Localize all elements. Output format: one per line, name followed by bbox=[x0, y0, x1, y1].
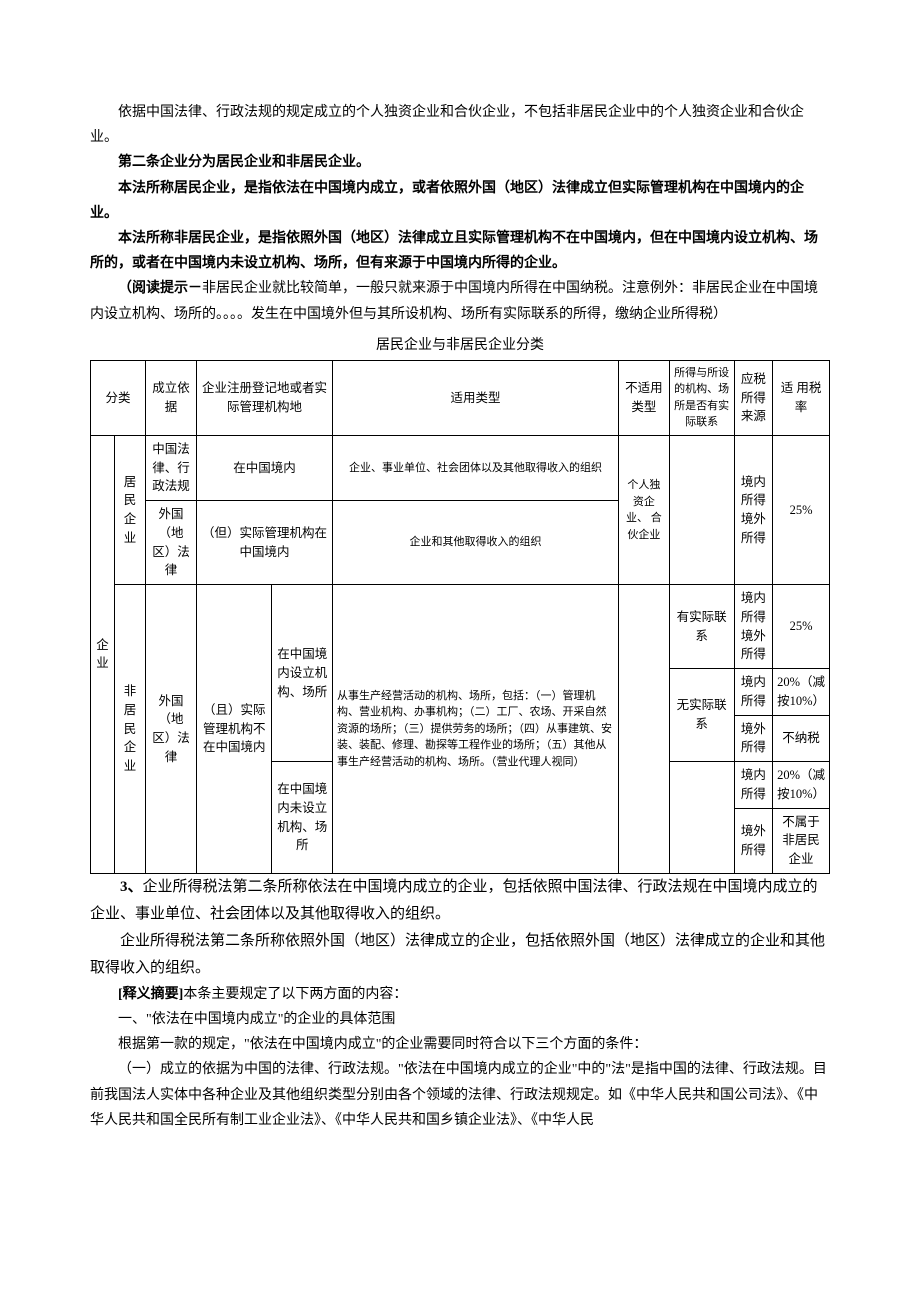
paragraph-1: 依据中国法律、行政法规的规定成立的个人独资企业和合伙企业，不包括非居民企业中的个… bbox=[90, 100, 830, 150]
th-tax-rate: 适 用税率 bbox=[773, 360, 830, 435]
cell-notype: 个人独资企业、 合伙企业 bbox=[619, 435, 670, 584]
cell-src1: 境内所得境外所得 bbox=[734, 435, 772, 584]
cell-establishment-has: 在中国境内设立机构、场所 bbox=[272, 585, 333, 762]
th-registration: 企业注册登记地或者实际管理机构地 bbox=[196, 360, 332, 435]
paragraph-11: （一）成立的依据为中国的法律、行政法规。"依法在中国境内成立的企业"中的"法"是… bbox=[90, 1057, 830, 1133]
cell-nonresident: 非居民企业 bbox=[114, 585, 145, 874]
th-apply-type: 适用类型 bbox=[332, 360, 618, 435]
cell-rate20-2: 20%（减按10%） bbox=[773, 762, 830, 809]
cell-basis-foreign1: 外国（地区）法律 bbox=[146, 501, 197, 585]
cell-src2: 境内所得境外所得 bbox=[734, 585, 772, 669]
reading-tip-label: （阅读提示－ bbox=[118, 281, 202, 296]
paragraph-6-body: 企业所得税法第二条所称依法在中国境内成立的企业，包括依照中国法律、行政法规在中国… bbox=[90, 879, 818, 922]
item-number-3: 3、 bbox=[120, 879, 143, 895]
th-category: 分类 bbox=[91, 360, 146, 435]
th-relation: 所得与所设的机构、场所是否有实际联系 bbox=[669, 360, 734, 435]
paragraph-6: 3、企业所得税法第二条所称依法在中国境内成立的企业，包括依照中国法律、行政法规在… bbox=[90, 874, 830, 928]
cell-rate-notax: 不纳税 bbox=[773, 715, 830, 762]
paragraph-5: （阅读提示－非居民企业就比较简单，一般只就来源于中国境内所得在中国纳税。注意例外… bbox=[90, 276, 830, 326]
th-notapply-type: 不适用类型 bbox=[619, 360, 670, 435]
classification-table: 分类 成立依据 企业注册登记地或者实际管理机构地 适用类型 不适用类型 所得与所… bbox=[90, 360, 830, 874]
cell-rate20-1: 20%（减按10%） bbox=[773, 669, 830, 716]
cell-type1: 企业、事业单位、社会团体以及其他取得收入的组织 bbox=[332, 435, 618, 500]
th-income-source: 应税所得来源 bbox=[734, 360, 772, 435]
cell-rate25-2: 25% bbox=[773, 585, 830, 669]
cell-resident: 居民企业 bbox=[114, 435, 145, 584]
cell-src4: 境外所得 bbox=[734, 715, 772, 762]
table-title: 居民企业与非居民企业分类 bbox=[90, 333, 830, 358]
cell-relation-blank1 bbox=[669, 435, 734, 584]
cell-type2: 企业和其他取得收入的组织 bbox=[332, 501, 618, 585]
paragraph-8-body: 本条主要规定了以下两方面的内容： bbox=[183, 987, 407, 1002]
paragraph-2-heading: 第二条企业分为居民企业和非居民企业。 bbox=[90, 150, 830, 175]
paragraph-7: 企业所得税法第二条所称依照外国（地区）法律成立的企业，包括依照外国（地区）法律成… bbox=[90, 928, 830, 982]
cell-src6: 境外所得 bbox=[734, 808, 772, 873]
cell-type3: 从事生产经营活动的机构、场所，包括：（一）管理机构、营业机构、办事机构；（二）工… bbox=[332, 585, 618, 874]
paragraph-8: [释义摘要]本条主要规定了以下两方面的内容： bbox=[90, 982, 830, 1007]
cell-basis-cnlaw: 中国法律、行政法规 bbox=[146, 435, 197, 500]
paragraph-9: 一、"依法在中国境内成立"的企业的具体范围 bbox=[90, 1007, 830, 1032]
cell-establishment-none: 在中国境内未设立机构、场所 bbox=[272, 762, 333, 874]
cell-reg-mgmt-notinchina: （且）实际管理机构不在中国境内 bbox=[196, 585, 271, 874]
cell-rate-notbelong: 不属于非居民企业 bbox=[773, 808, 830, 873]
cell-enterprise: 企业 bbox=[91, 435, 115, 873]
paragraph-10: 根据第一款的规定，"依法在中国境内成立"的企业需要同时符合以下三个方面的条件： bbox=[90, 1032, 830, 1057]
cell-reg-inchina: 在中国境内 bbox=[196, 435, 332, 500]
cell-relation-actual: 有实际联系 bbox=[669, 585, 734, 669]
definition-label: [释义摘要] bbox=[118, 987, 183, 1002]
cell-src5: 境内所得 bbox=[734, 762, 772, 809]
cell-rate25-1: 25% bbox=[773, 435, 830, 584]
cell-reg-mgmt-inchina: （但）实际管理机构在中国境内 bbox=[196, 501, 332, 585]
th-basis: 成立依据 bbox=[146, 360, 197, 435]
cell-src3: 境内所得 bbox=[734, 669, 772, 716]
cell-relation-blank2 bbox=[669, 762, 734, 874]
paragraph-3: 本法所称居民企业，是指依法在中国境内成立，或者依照外国（地区）法律成立但实际管理… bbox=[90, 176, 830, 226]
cell-notype-blank bbox=[619, 585, 670, 874]
cell-basis-foreign2: 外国（地区）法律 bbox=[146, 585, 197, 874]
cell-relation-noactual: 无实际联系 bbox=[669, 669, 734, 762]
paragraph-4: 本法所称非居民企业，是指依照外国（地区）法律成立且实际管理机构不在中国境内，但在… bbox=[90, 226, 830, 276]
